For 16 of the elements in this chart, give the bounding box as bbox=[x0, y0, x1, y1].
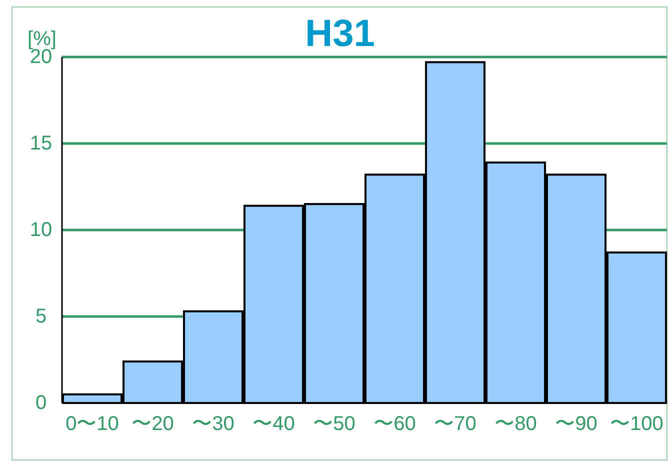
x-tick-label: 〜30 bbox=[192, 413, 234, 435]
x-tick-label: 〜100 bbox=[610, 413, 664, 435]
y-tick-label: 10 bbox=[30, 219, 52, 241]
x-tick-label: 〜40 bbox=[252, 413, 295, 435]
y-tick-label: 15 bbox=[30, 132, 52, 154]
x-tick-label: 〜90 bbox=[555, 413, 598, 435]
x-tick-label: 〜70 bbox=[434, 413, 476, 435]
x-tick-label: 〜50 bbox=[313, 413, 356, 435]
x-tick-label: 〜80 bbox=[494, 413, 537, 435]
chart-title: H31 bbox=[305, 13, 375, 55]
y-tick-label: 5 bbox=[35, 306, 47, 328]
y-axis-title: [%] bbox=[28, 28, 56, 50]
x-tick-label: 〜20 bbox=[132, 413, 174, 435]
x-tick-label: 〜60 bbox=[374, 413, 416, 435]
x-tick-label: 0〜10 bbox=[66, 413, 119, 435]
y-tick-label: 0 bbox=[35, 392, 47, 414]
